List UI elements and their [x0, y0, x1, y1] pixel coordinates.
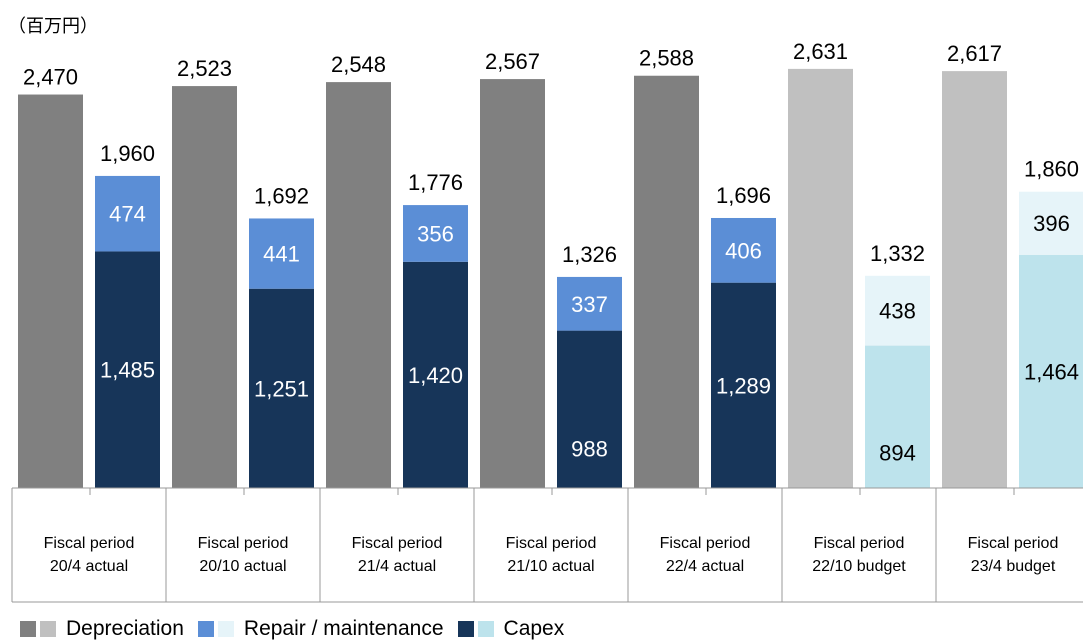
repair-maintenance-value-label: 474: [109, 202, 146, 227]
capex-value-label: 1,251: [254, 376, 309, 401]
capex-bar: [249, 288, 314, 488]
capex-value-label: 1,464: [1024, 359, 1079, 384]
depreciation-bar: [18, 94, 83, 489]
capex-bar: [1019, 254, 1083, 488]
depreciation-bar: [788, 68, 853, 488]
category-label: 22/4 actual: [666, 558, 744, 575]
repair-maintenance-bar: [711, 217, 776, 283]
legend-label: Capex: [503, 617, 565, 640]
category-label: Fiscal period: [44, 535, 135, 552]
capex-value-label: 1,420: [408, 363, 463, 388]
depreciation-value-label: 2,548: [331, 52, 386, 77]
depreciation-bar: [326, 82, 391, 488]
capex-bar: [557, 330, 622, 488]
capex-value-label: 1,289: [716, 373, 771, 398]
category-label: 21/10 actual: [507, 558, 594, 575]
total-value-label: 1,960: [100, 141, 155, 166]
depreciation-value-label: 2,470: [23, 65, 78, 90]
category-label: 22/10 budget: [812, 558, 906, 575]
capex-bar: [95, 251, 160, 488]
repair-maintenance-value-label: 441: [263, 242, 300, 267]
category-label: Fiscal period: [968, 535, 1059, 552]
legend-swatch: [217, 621, 234, 637]
capex-value-label: 894: [879, 440, 916, 465]
legend-swatch: [477, 621, 494, 637]
repair-maintenance-bar: [1019, 191, 1083, 255]
depreciation-value-label: 2,588: [639, 46, 694, 71]
category-label: Fiscal period: [660, 535, 751, 552]
repair-maintenance-value-label: 406: [725, 238, 762, 263]
total-value-label: 1,326: [562, 242, 617, 267]
repair-maintenance-value-label: 356: [417, 221, 454, 246]
category-label: 21/4 actual: [358, 558, 436, 575]
unit-label: （百万円）: [8, 16, 98, 37]
repair-maintenance-value-label: 438: [879, 299, 916, 324]
depreciation-bar: [634, 75, 699, 488]
category-label: 20/10 actual: [199, 558, 286, 575]
repair-maintenance-value-label: 337: [571, 292, 608, 317]
repair-maintenance-value-label: 396: [1033, 211, 1070, 236]
legend-swatch: [40, 621, 56, 637]
category-label: Fiscal period: [506, 535, 597, 552]
depreciation-value-label: 2,523: [177, 56, 232, 81]
depreciation-value-label: 2,617: [947, 41, 1002, 66]
depreciation-bar: [942, 71, 1007, 488]
depreciation-value-label: 2,567: [485, 49, 540, 74]
category-label: Fiscal period: [814, 535, 905, 552]
capex-value-label: 988: [571, 437, 608, 462]
repair-maintenance-bar: [557, 276, 622, 331]
capex-value-label: 1,485: [100, 358, 155, 383]
repair-maintenance-bar: [95, 175, 160, 252]
repair-maintenance-bar: [403, 205, 468, 262]
legend-label: Repair / maintenance: [243, 617, 444, 640]
depreciation-value-label: 2,631: [793, 39, 848, 64]
depreciation-bar: [172, 86, 237, 489]
legend-swatch: [457, 621, 474, 637]
legend-label: Depreciation: [66, 617, 184, 640]
legend: Depreciation Repair / maintenance Capex: [20, 617, 578, 640]
category-label: 20/4 actual: [50, 558, 128, 575]
capex-bar: [403, 261, 468, 488]
legend-swatch: [20, 621, 36, 637]
category-label: 23/4 budget: [971, 558, 1056, 575]
legend-swatch: [197, 621, 214, 637]
total-value-label: 1,860: [1024, 157, 1079, 182]
category-label: Fiscal period: [198, 535, 289, 552]
total-value-label: 1,692: [254, 183, 309, 208]
bar-chart: 2,470 474 1,485 1,960 Fiscal period 20/4 actu…: [11, 39, 1083, 603]
repair-maintenance-bar: [249, 218, 314, 289]
total-value-label: 1,776: [408, 170, 463, 195]
category-label: Fiscal period: [352, 535, 443, 552]
total-value-label: 1,332: [870, 241, 925, 266]
total-value-label: 1,696: [716, 183, 771, 208]
depreciation-bar: [480, 79, 545, 488]
capex-bar: [711, 282, 776, 488]
capex-bar: [865, 345, 930, 488]
repair-maintenance-bar: [865, 275, 930, 346]
